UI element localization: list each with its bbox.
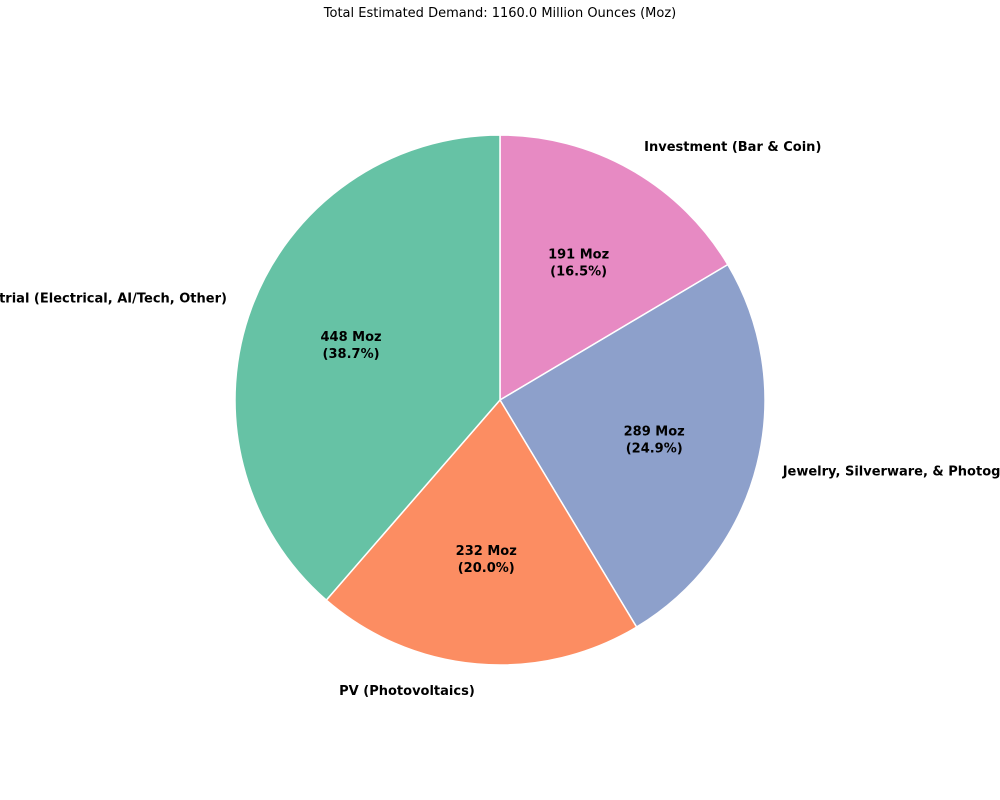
slice-percent: (16.5%): [550, 264, 607, 279]
slice-value-label: 232 Moz (20.0%): [456, 544, 517, 576]
slice-value-label: 289 Moz (24.9%): [624, 424, 685, 456]
slice-label: Jewelry, Silverware, & Photography: [782, 465, 1000, 480]
pie-slice-pv-photovoltaics: [325, 399, 638, 666]
slice-value: 191 Moz: [548, 247, 609, 262]
slice-value: 448 Moz: [320, 330, 381, 345]
pie-slice-industrial-electrical-ai-tech-other: [234, 134, 501, 601]
slice-label: Investment (Bar & Coin): [644, 140, 821, 155]
pie-slices: [234, 134, 766, 666]
slice-percent: (38.7%): [323, 347, 380, 362]
slice-label: Industrial (Electrical, AI/Tech, Other): [0, 292, 227, 307]
slice-value-label: 448 Moz (38.7%): [320, 330, 381, 362]
slice-percent: (24.9%): [626, 441, 683, 456]
pie-slice-investment-bar-coin: [499, 134, 729, 401]
slice-label: PV (Photovoltaics): [339, 684, 475, 699]
chart-title: Total Estimated Demand: 1160.0 Million O…: [323, 6, 676, 21]
pie-slice-jewelry-silverware-photography: [499, 263, 766, 628]
slice-value: 289 Moz: [624, 424, 685, 439]
slice-value-label: 191 Moz (16.5%): [548, 247, 609, 279]
slice-percent: (20.0%): [458, 561, 515, 576]
pie-labels: Investment (Bar & Coin) 191 Moz (16.5%) Jew…: [0, 140, 1000, 699]
slice-value: 232 Moz: [456, 544, 517, 559]
